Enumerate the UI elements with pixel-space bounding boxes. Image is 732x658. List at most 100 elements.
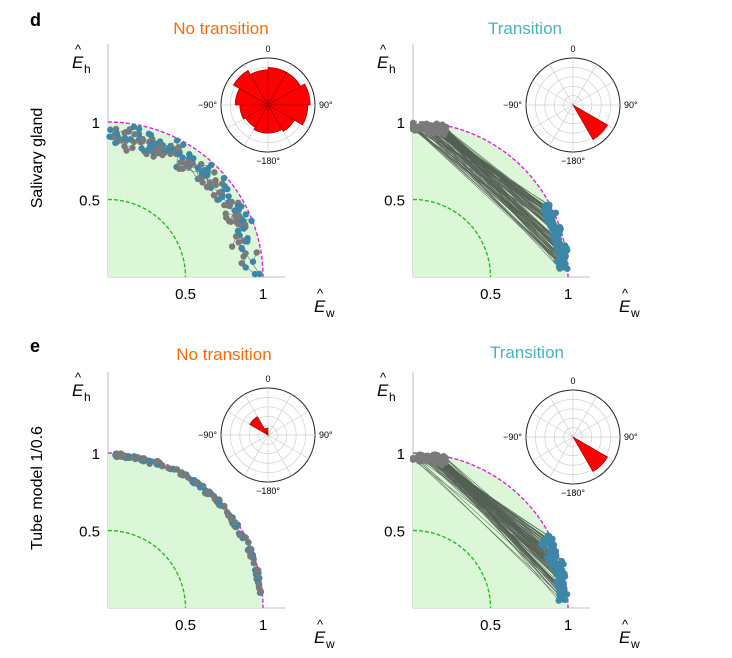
start-point [229,243,236,250]
end-point [135,125,143,133]
polar-spoke [549,396,574,438]
y-axis-hat: ^ [75,42,82,57]
x-tick-label: 1 [564,617,572,634]
link-segment [443,460,552,553]
end-point [538,540,545,547]
start-point [410,125,418,132]
polar-label-bottom: −180° [256,156,280,166]
x-axis-symbol: E [314,297,326,316]
start-point [231,518,239,526]
x-axis-symbol: E [619,297,631,316]
x-axis-hat: ^ [317,286,324,301]
end-point [225,193,232,200]
start-point [248,546,255,553]
polar-spoke [532,436,574,461]
end-point [106,133,113,140]
start-point [165,464,172,472]
polar-label-top: 0 [265,374,270,384]
x-tick-label: 1 [259,617,267,634]
polar-label-right: 90° [319,430,333,440]
end-point [561,573,569,580]
start-point [250,560,257,567]
link-segment [433,459,563,571]
start-point [187,159,194,166]
start-point [253,569,260,576]
polar-label-right: 90° [624,432,638,442]
link-segments [412,122,568,269]
link-segment [419,461,561,599]
y-axis-symbol: E [377,53,389,72]
end-point [130,123,138,131]
feasible-region [108,122,263,277]
y-axis-subscript: h [84,390,91,404]
polar-label-left: −90° [198,100,217,110]
end-point [555,241,563,249]
link-segment [433,128,565,268]
start-point [225,217,233,225]
end-point [555,263,563,271]
polar-wedge [266,104,309,126]
y-tick-label: 0.5 [384,193,405,210]
link-segment [442,129,558,251]
start-point [409,454,417,462]
polar-inset: 0 −90° 90° −180° [198,44,333,166]
start-point [212,177,219,184]
end-point [220,175,228,182]
polar-wedge [264,427,269,437]
link-segment [443,128,551,219]
y-axis-hat: ^ [380,42,387,57]
row-label-tube: Tube model 1/0.6 [29,426,46,550]
end-point [560,251,567,258]
inner-reference-arc [107,529,187,609]
end-point [107,126,114,133]
start-point [253,249,260,256]
end-point [548,548,555,556]
start-point [226,202,233,210]
panel-title-d-left: No transition [173,19,268,38]
end-point [194,164,202,171]
y-axis-symbol: E [72,53,84,72]
polar-spoke [572,413,614,438]
end-point [549,218,556,225]
start-point [152,458,159,465]
x-axis-subscript: w [325,306,335,320]
link-segment [434,130,560,234]
row-letter-d: d [30,10,41,30]
start-point [247,553,254,560]
panel-d-right: 0.5 110.5E^hE^w0−90° 90°−180° [377,42,640,320]
start-point [232,233,240,240]
panel-title-e-left: No transition [176,345,271,364]
polar-spoke [532,413,574,438]
panel-d-left: 0.5 110.5E^hE^w0−90° 90°−180° [72,42,335,320]
end-point [545,536,552,544]
polar-spoke [549,436,574,478]
end-point [231,207,238,214]
y-axis-symbol: E [377,381,389,400]
start-point [205,488,212,496]
y-axis-subscript: h [389,62,396,76]
polar-label-top: 0 [570,44,575,54]
y-tick-label: 0.5 [79,193,100,210]
link-segment [427,455,549,541]
end-point [242,211,249,218]
x-tick-label: 0.5 [175,286,196,303]
end-point [560,560,567,568]
polar-spoke [572,396,597,438]
link-segment [445,129,554,215]
start-point [192,479,200,486]
start-point [139,136,147,143]
link-segment [441,460,556,552]
start-point [120,453,127,460]
points [106,123,263,278]
feasible-region [108,453,263,608]
y-axis-symbol: E [72,381,84,400]
start-point [222,210,229,217]
start-point [429,123,436,131]
x-tick-label: 0.5 [175,617,196,634]
start-point [438,461,446,469]
x-axis-symbol: E [314,628,326,647]
end-point [173,137,181,144]
outer-reference-arc [107,121,264,278]
polar-spoke [549,64,574,106]
